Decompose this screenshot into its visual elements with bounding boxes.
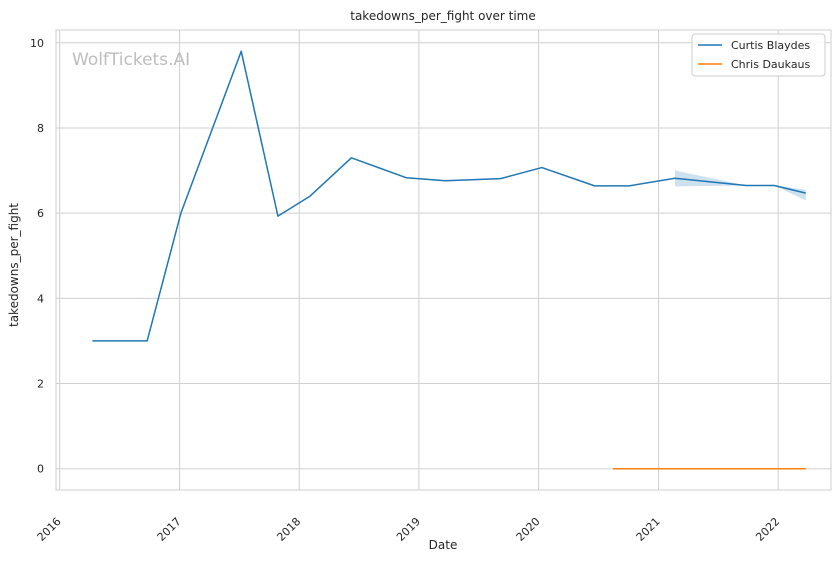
data-point-curtis-blaydes-16 bbox=[805, 192, 807, 194]
data-point-curtis-blaydes-12 bbox=[628, 185, 630, 187]
y-tick-label-10: 10 bbox=[30, 37, 44, 50]
y-tick-label-2: 2 bbox=[37, 378, 44, 391]
data-point-curtis-blaydes-13 bbox=[674, 177, 676, 179]
y-tick-label-6: 6 bbox=[37, 207, 44, 220]
grid bbox=[56, 30, 831, 490]
legend: Curtis Blaydes Chris Daukaus bbox=[691, 33, 826, 77]
series-lines bbox=[91, 50, 807, 470]
legend-label-curtis-blaydes: Curtis Blaydes bbox=[731, 39, 810, 52]
data-point-curtis-blaydes-2 bbox=[180, 212, 182, 214]
data-point-curtis-blaydes-15 bbox=[773, 184, 775, 186]
data-point-curtis-blaydes-1 bbox=[146, 340, 148, 342]
data-point-curtis-blaydes-7 bbox=[405, 177, 407, 179]
legend-label-chris-daukaus: Chris Daukaus bbox=[731, 58, 811, 71]
data-point-curtis-blaydes-11 bbox=[593, 185, 595, 187]
data-point-curtis-blaydes-5 bbox=[309, 195, 311, 197]
data-point-curtis-blaydes-9 bbox=[499, 177, 501, 179]
y-axis-label: takedowns_per_fight bbox=[7, 203, 21, 327]
legend-box bbox=[691, 33, 826, 77]
watermark: WolfTickets.AI bbox=[72, 50, 190, 70]
data-point-curtis-blaydes-14 bbox=[745, 184, 747, 186]
y-tick-label-0: 0 bbox=[37, 463, 44, 476]
chart-title: takedowns_per_fight over time bbox=[350, 9, 536, 23]
data-point-curtis-blaydes-0 bbox=[91, 340, 93, 342]
data-point-curtis-blaydes-8 bbox=[444, 180, 446, 182]
data-point-curtis-blaydes-3 bbox=[240, 50, 242, 52]
y-tick-label-4: 4 bbox=[37, 292, 44, 305]
data-point-chris-daukaus-0 bbox=[612, 468, 614, 470]
series-line-curtis-blaydes bbox=[92, 50, 806, 342]
data-point-curtis-blaydes-6 bbox=[350, 157, 352, 159]
plot-frame bbox=[55, 29, 832, 491]
data-point-chris-daukaus-1 bbox=[805, 468, 807, 470]
data-point-curtis-blaydes-4 bbox=[277, 215, 279, 217]
y-tick-label-8: 8 bbox=[37, 122, 44, 135]
x-axis-label: Date bbox=[429, 538, 458, 552]
data-point-curtis-blaydes-10 bbox=[541, 166, 543, 168]
